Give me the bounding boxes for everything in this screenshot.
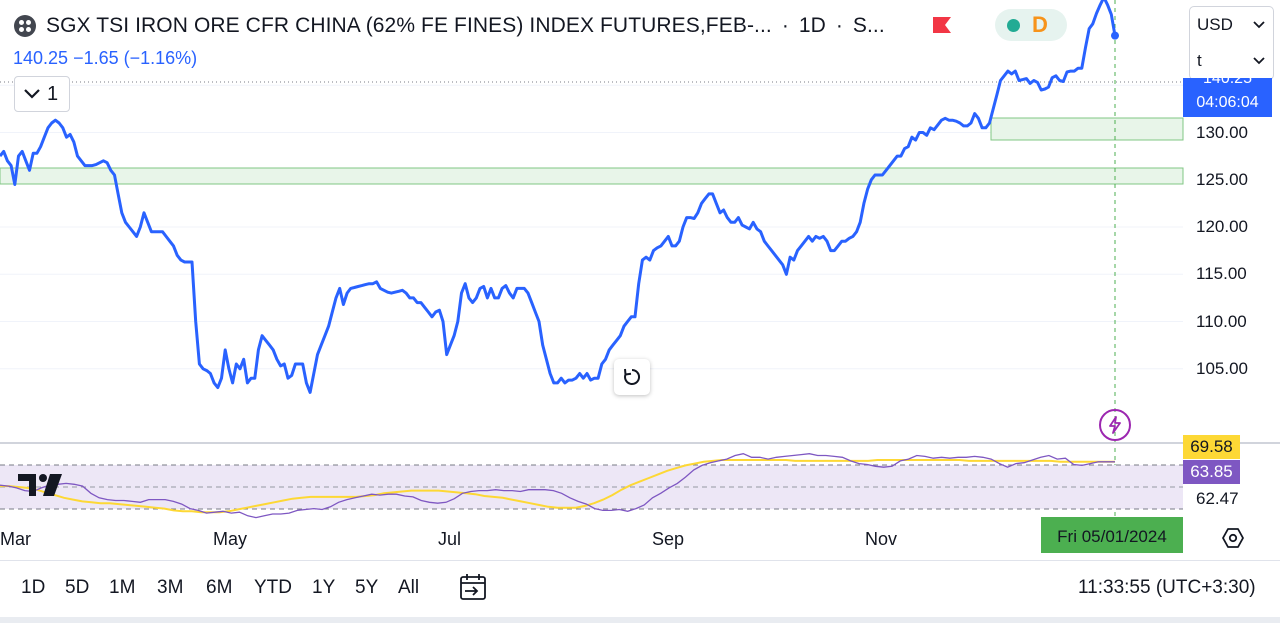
market-status-pill[interactable]: D — [995, 9, 1067, 41]
range-button-5d[interactable]: 5D — [65, 577, 90, 598]
exchange-label: S... — [852, 14, 885, 37]
quote-line: 140.25 −1.65 (−1.16%) — [13, 48, 197, 69]
price-axis-label: 105.00 — [1196, 358, 1248, 378]
last-price-dot — [1111, 31, 1119, 40]
countdown-tag: 04:06:04 — [1183, 89, 1272, 117]
time-axis-label: Jul — [438, 529, 462, 549]
rsi-value-tag: 63.85 — [1183, 460, 1240, 484]
range-button-1y[interactable]: 1Y — [312, 577, 336, 598]
time-axis-label: Mar — [0, 529, 31, 549]
currency-select[interactable]: USD — [1190, 7, 1273, 43]
chevron-down-icon — [1253, 21, 1265, 29]
range-button-3m[interactable]: 3M — [157, 577, 184, 598]
price-axis-label: 130.00 — [1196, 122, 1248, 142]
market-open-dot — [1007, 18, 1020, 32]
flag-icon[interactable] — [932, 16, 952, 34]
rsi-signal-tag: 69.58 — [1183, 435, 1240, 459]
title-separator: · — [781, 14, 789, 37]
last-price: 140.25 — [13, 48, 69, 68]
tradingview-logo[interactable] — [16, 470, 66, 500]
rsi-signal-line — [0, 459, 1115, 514]
support-zone-lower — [0, 167, 1184, 185]
range-button-1d[interactable]: 1D — [21, 577, 46, 598]
range-button-ytd[interactable]: YTD — [254, 577, 292, 598]
crosshair-date-tag: Fri 05/01/2024 — [1041, 517, 1183, 553]
lightning-icon — [1109, 416, 1121, 434]
rsi-line — [0, 453, 1115, 519]
price-change: −1.65 — [73, 48, 119, 68]
bottom-toolbar: 1D 5D 1M 3M 6M YTD 1Y 5Y All — [0, 560, 1280, 618]
indicator-count: 1 — [47, 82, 59, 105]
price-change-percent: (−1.16%) — [123, 48, 198, 68]
last-price-tag-value: 140.25 — [1183, 78, 1272, 89]
chevron-down-icon — [1253, 57, 1265, 65]
alert-lightning-button[interactable] — [1099, 409, 1131, 441]
symbol-icon — [14, 15, 36, 37]
title-separator-2: · — [835, 14, 843, 37]
delayed-data-badge: D — [1032, 12, 1048, 37]
range-button-6m[interactable]: 6M — [206, 577, 233, 598]
bottom-strip — [0, 617, 1280, 623]
price-axis-label: 115.00 — [1196, 264, 1247, 284]
price-axis-label: 125.00 — [1196, 169, 1248, 189]
support-zone-upper — [990, 117, 1184, 141]
range-button-5y[interactable]: 5Y — [355, 577, 379, 598]
replay-button[interactable] — [614, 359, 650, 395]
rsi-axis-label: 62.47 — [1196, 489, 1239, 508]
unit-select[interactable]: t — [1190, 43, 1273, 79]
unit-value: t — [1197, 51, 1202, 70]
currency-unit-selector[interactable]: USD t — [1189, 6, 1274, 80]
time-axis-label: Sep — [652, 529, 685, 549]
calendar-icon[interactable] — [458, 572, 488, 602]
currency-value: USD — [1197, 15, 1233, 34]
indicator-collapse-button[interactable]: 1 — [14, 76, 70, 112]
time-axis-label: May — [213, 529, 248, 549]
interval-label[interactable]: 1D — [798, 14, 826, 37]
symbol-title[interactable]: SGX TSI IRON ORE CFR CHINA (62% FE FINES… — [46, 14, 772, 37]
symbol-header[interactable]: SGX TSI IRON ORE CFR CHINA (62% FE FINES… — [14, 10, 885, 42]
range-button-all[interactable]: All — [398, 577, 420, 598]
price-line — [0, 0, 1117, 394]
price-axis-label: 120.00 — [1196, 217, 1248, 236]
time-axis-label: Nov — [865, 529, 898, 549]
range-button-1m[interactable]: 1M — [109, 577, 136, 598]
replay-icon — [624, 368, 641, 385]
chart-canvas[interactable] — [0, 0, 1280, 560]
price-axis-label: 110.00 — [1196, 311, 1247, 331]
timezone-clock[interactable]: 11:33:55 (UTC+3:30) — [1078, 577, 1256, 598]
settings-icon[interactable] — [1222, 527, 1244, 549]
chevron-down-icon — [24, 89, 40, 99]
